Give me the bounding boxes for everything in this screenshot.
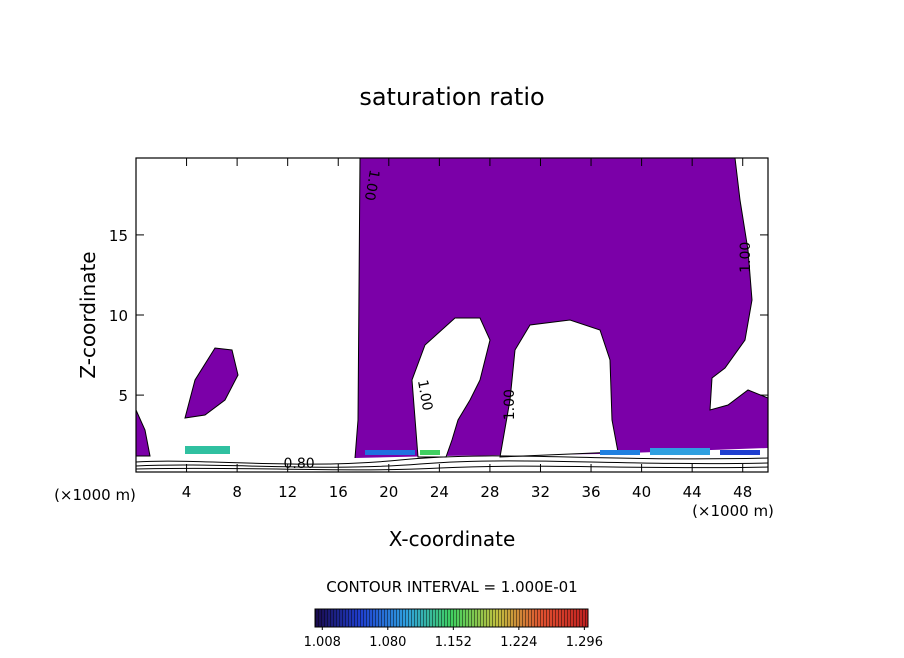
x-tick-label: 20: [379, 483, 398, 501]
contour-line: [136, 455, 768, 465]
contour-fill: [365, 450, 415, 455]
colorbar-tick-label: 1.296: [566, 635, 603, 650]
contour-fill: [650, 448, 710, 455]
contour-label: 1.00: [361, 168, 382, 201]
y-unit: (×1000 m): [54, 486, 136, 504]
contour-fill: [720, 450, 760, 455]
x-tick-label: 36: [581, 483, 600, 501]
x-tick-label: 4: [182, 483, 192, 501]
contour-label: 0.80: [283, 456, 314, 472]
contour-fill: [136, 409, 151, 457]
contour-fill: [600, 450, 640, 455]
chart-title: saturation ratio: [359, 83, 544, 111]
x-tick-label: 8: [232, 483, 242, 501]
x-tick-label: 44: [683, 483, 702, 501]
contour-line: [354, 158, 768, 459]
contour-fill: [185, 446, 230, 454]
contour-fill: [184, 347, 239, 419]
y-tick-label: 10: [109, 307, 128, 325]
contour-label: 1.00: [502, 389, 518, 420]
y-axis-label: Z-coordinate: [76, 251, 100, 378]
colorbar-tick-label: 1.008: [304, 635, 341, 650]
plot-area: [136, 158, 768, 471]
x-tick-label: 16: [329, 483, 348, 501]
x-tick-label: 12: [278, 483, 297, 501]
contour-fill: [420, 450, 440, 455]
contour-interval: CONTOUR INTERVAL = 1.000E-01: [326, 578, 577, 596]
x-tick-label: 48: [733, 483, 752, 501]
contour-line: [136, 460, 768, 468]
y-tick-label: 15: [109, 227, 128, 245]
x-tick-label: 28: [480, 483, 499, 501]
contour-hole: [411, 317, 491, 458]
contour-line: [136, 465, 768, 471]
contour-label: 1.00: [414, 379, 435, 412]
contour-hole: [499, 319, 619, 458]
colorbar-tick-label: 1.080: [369, 635, 406, 650]
x-axis-label: X-coordinate: [389, 527, 516, 551]
colorbar-frame: [314, 608, 589, 628]
colorbar-tick-label: 1.152: [435, 635, 472, 650]
x-tick-label: 24: [430, 483, 449, 501]
y-tick-label: 5: [118, 387, 128, 405]
colorbar-tick-label: 1.224: [500, 635, 537, 650]
x-tick-label: 32: [531, 483, 550, 501]
contour-label: 1.00: [738, 242, 754, 273]
x-tick-label: 40: [632, 483, 651, 501]
x-unit: (×1000 m): [692, 502, 774, 520]
